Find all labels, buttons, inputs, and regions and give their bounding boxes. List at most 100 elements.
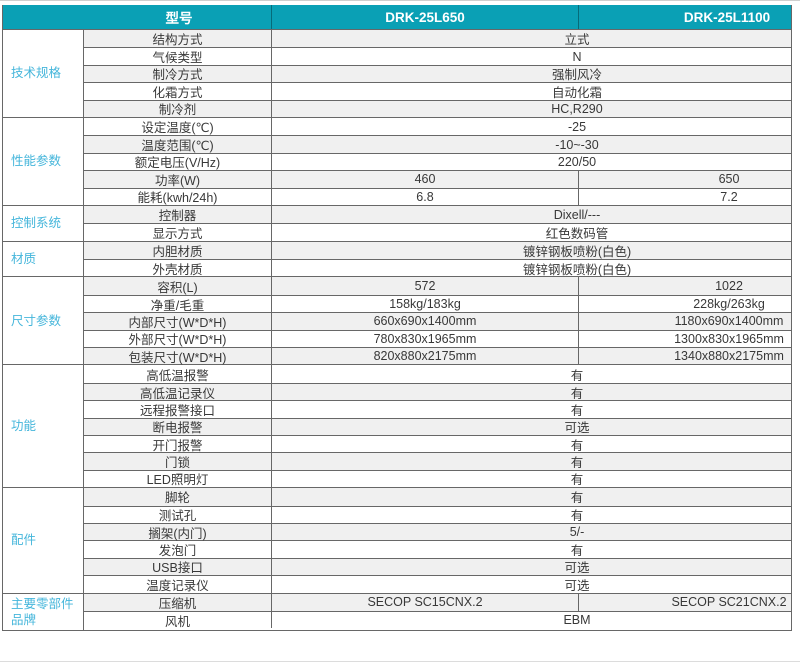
header-divider — [271, 5, 272, 29]
value-both-models: 5/- — [569, 525, 585, 540]
param-label: 测试孔 — [84, 506, 272, 523]
value-both-models: 有 — [570, 368, 584, 383]
param-label: 包装尺寸(W*D*H) — [84, 348, 272, 365]
param-label: 制冷方式 — [84, 65, 272, 82]
column-divider — [578, 593, 579, 611]
param-label: 设定温度(℃) — [84, 117, 272, 136]
value-both-models: 有 — [570, 473, 584, 488]
param-label: 容积(L) — [84, 277, 272, 295]
spec-row: 内胆材质 镀锌钢板喷粉(白色) — [84, 241, 791, 260]
value-both-models: Dixell/--- — [553, 207, 601, 222]
value-drk-25l1100: SECOP SC21CNX.2 — [671, 595, 787, 610]
param-label: 内胆材质 — [84, 241, 272, 260]
spec-row: 气候类型 N — [84, 47, 791, 65]
param-label: 显示方式 — [84, 224, 272, 241]
value-drk-25l650: 6.8 — [416, 189, 434, 204]
param-label: 搁架(内门) — [84, 523, 272, 541]
spec-row: LED照明灯 有 — [84, 469, 791, 488]
param-label: 远程报警接口 — [84, 401, 272, 418]
column-divider — [578, 277, 579, 295]
model-column-header: 型号 — [165, 11, 193, 26]
spec-row: 压缩机 SECOP SC15CNX.2 SECOP SC21CNX.2 — [84, 593, 791, 611]
spec-row: 容积(L) 572 1022 — [84, 277, 791, 295]
value-drk-25l650: 780x830x1965mm — [373, 331, 477, 346]
model-header-drk-25l1100: DRK-25L1100 — [683, 9, 771, 25]
section-rows: 内胆材质 镀锌钢板喷粉(白色) 外壳材质 镀锌钢板喷粉(白色) — [84, 241, 791, 277]
value-both-models: 镀锌钢板喷粉(白色) — [522, 244, 632, 259]
spec-row: 净重/毛重 158kg/183kg 228kg/263kg — [84, 294, 791, 313]
value-both-models: 有 — [570, 509, 584, 524]
section-rows: 控制器 Dixell/--- 显示方式 红色数码管 — [84, 205, 791, 241]
spec-row: 断电报警 可选 — [84, 417, 791, 436]
spec-row: 结构方式 立式 — [84, 30, 791, 48]
spec-section: 主要零部件品牌 压缩机 SECOP SC15CNX.2 SECOP SC21CNX.2… — [3, 592, 791, 631]
param-label: 气候类型 — [84, 48, 272, 65]
value-drk-25l1100: 1300x830x1965mm — [674, 331, 784, 346]
value-drk-25l650: 660x690x1400mm — [373, 314, 477, 329]
value-both-models: 可选 — [564, 421, 590, 436]
param-label: 开门报警 — [84, 435, 272, 453]
spec-row: 风机 EBM — [84, 610, 791, 629]
spec-row: 搁架(内门) 5/- — [84, 522, 791, 541]
column-divider — [578, 348, 579, 365]
value-drk-25l650: 572 — [414, 279, 436, 294]
spec-section: 配件 脚轮有测试孔有搁架(内门) 5/- 发泡门有 USB接口 可选 温度记录仪 可选 — [3, 487, 791, 593]
value-both-models: 可选 — [564, 578, 590, 593]
param-label: 温度范围(℃) — [84, 136, 272, 153]
category-cell: 技术规格 — [3, 30, 84, 117]
param-label: 结构方式 — [84, 30, 272, 48]
spec-row: 远程报警接口 有 — [84, 400, 791, 418]
value-drk-25l650: SECOP SC15CNX.2 — [367, 595, 483, 610]
bottom-divider-line — [0, 661, 800, 662]
spec-row: 温度记录仪 可选 — [84, 575, 791, 593]
table-header-row: 型号 DRK-25L650 DRK-25L1100 — [3, 5, 791, 29]
column-divider — [578, 188, 579, 205]
spec-table: 型号 DRK-25L650 DRK-25L1100 技术规格 结构方式 立式 气候类型… — [2, 5, 792, 631]
section-rows: 结构方式 立式 气候类型 N 制冷方式 强制风冷 化霜方式 自动化霜 制冷剂 HC,R290 — [84, 30, 791, 117]
category-cell: 配件 — [3, 488, 84, 593]
spec-row: 脚轮 有 — [84, 488, 791, 506]
spec-row: 功率(W) 460 650 — [84, 170, 791, 188]
param-label: 风机 — [84, 611, 272, 629]
column-divider — [578, 295, 579, 313]
section-rows: 压缩机 SECOP SC15CNX.2 SECOP SC21CNX.2 风机 EBM — [84, 593, 791, 631]
value-both-models: -10~-30 — [555, 137, 599, 152]
spec-section: 材质 内胆材质 镀锌钢板喷粉(白色) 外壳材质 镀锌钢板喷粉(白色) — [3, 240, 791, 277]
model-header-drk-25l650: DRK-25L650 — [385, 9, 465, 25]
spec-section: 控制系统 控制器 Dixell/--- 显示方式 红色数码管 — [3, 204, 791, 241]
value-drk-25l1100: 1340x880x2175mm — [674, 349, 784, 364]
section-rows: 脚轮有测试孔有搁架(内门) 5/- 发泡门有 USB接口 可选 温度记录仪 可选 — [84, 488, 791, 593]
value-drk-25l1100: 650 — [718, 172, 740, 187]
spec-row: 测试孔 有 — [84, 505, 791, 524]
param-label: 发泡门 — [84, 541, 272, 558]
param-label: 外部尺寸(W*D*H) — [84, 330, 272, 347]
spec-row: 能耗(kwh/24h) 6.8 7.2 — [84, 187, 791, 205]
spec-row: 外部尺寸(W*D*H) 780x830x1965mm 1300x830x1965mm — [84, 329, 791, 347]
value-drk-25l1100: 1180x690x1400mm — [674, 314, 784, 329]
param-label: 脚轮 — [84, 488, 272, 506]
param-label: LED照明灯 — [84, 470, 272, 487]
spec-row: 制冷剂 HC,R290 — [84, 99, 791, 117]
spec-row: 额定电压(V/Hz) 220/50 — [84, 152, 791, 170]
spec-row: 控制器 Dixell/--- — [84, 205, 791, 224]
header-divider — [578, 5, 579, 29]
value-drk-25l650: 158kg/183kg — [389, 297, 461, 312]
value-drk-25l1100: 1022 — [715, 279, 743, 294]
category-cell: 材质 — [3, 241, 84, 277]
value-both-models: 有 — [570, 491, 584, 506]
spec-section: 功能 高低温报警有高低温记录仪有远程报警接口有断电报警 可选 开门报警有门锁有 LED照… — [3, 364, 791, 487]
spec-row: 设定温度(℃) -25 — [84, 117, 791, 136]
spec-row: 开门报警 有 — [84, 434, 791, 453]
section-rows: 高低温报警有高低温记录仪有远程报警接口有断电报警 可选 开门报警有门锁有 LED照明灯… — [84, 365, 791, 487]
value-both-models: 立式 — [564, 33, 590, 48]
spec-row: 显示方式 红色数码管 — [84, 223, 791, 241]
value-both-models: 自动化霜 — [551, 85, 602, 100]
value-both-models: 有 — [570, 544, 584, 559]
spec-row: 温度范围(℃) -10~-30 — [84, 135, 791, 153]
value-both-models: 可选 — [564, 561, 590, 576]
category-cell: 功能 — [3, 365, 84, 488]
top-divider-line — [0, 0, 800, 1]
param-label: 高低温报警 — [84, 365, 272, 383]
spec-row: 发泡门 有 — [84, 540, 791, 559]
